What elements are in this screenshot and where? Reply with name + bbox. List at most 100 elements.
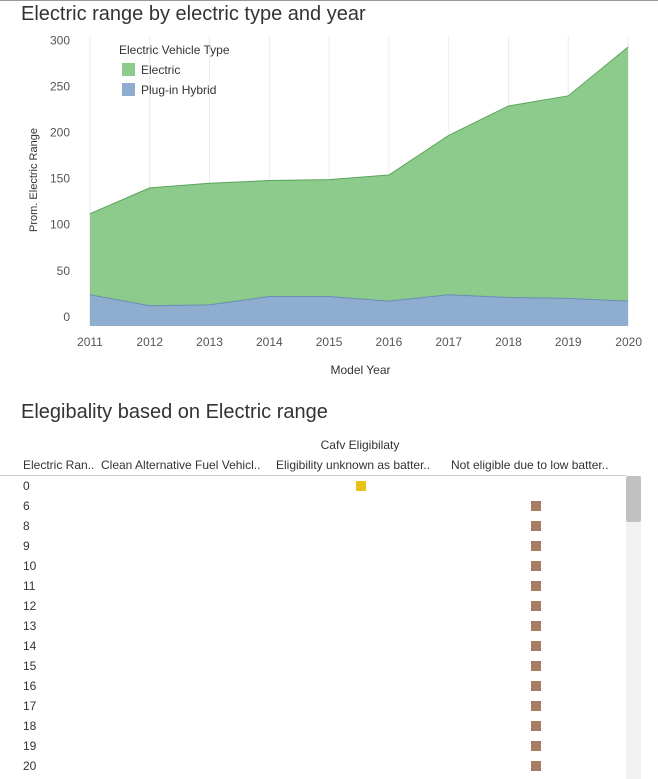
table-row: 8: [0, 516, 626, 536]
y-axis-title: Prom. Electric Range: [28, 128, 40, 232]
x-tick-2011: 2011: [77, 335, 103, 349]
y-tick-100: 100: [50, 218, 70, 232]
mark-not-eligible[interactable]: [531, 741, 541, 751]
point-plug-in-hybrid-2013[interactable]: [207, 302, 213, 308]
table-row: 19: [0, 736, 626, 756]
point-plug-in-hybrid-2014[interactable]: [266, 294, 272, 300]
row-label: 12: [23, 599, 37, 613]
row-label: 18: [23, 719, 37, 733]
row-label: 6: [23, 499, 30, 513]
point-electric-2015[interactable]: [326, 177, 332, 183]
area-chart-title: Electric range by electric type and year: [21, 3, 366, 25]
x-tick-2012: 2012: [136, 335, 163, 349]
row-label: 19: [23, 739, 37, 753]
y-tick-50: 50: [57, 264, 71, 278]
mark-not-eligible[interactable]: [531, 641, 541, 651]
y-tick-0: 0: [63, 310, 70, 324]
top-divider: [0, 0, 658, 1]
point-electric-2016[interactable]: [386, 172, 392, 178]
mark-not-eligible[interactable]: [531, 661, 541, 671]
table-row: 11: [0, 576, 626, 596]
column-header-eligibility-unknown[interactable]: Eligibility unknown as batter..: [276, 458, 431, 472]
table-row: 9: [0, 536, 626, 556]
row-label: 0: [23, 479, 30, 493]
x-tick-2016: 2016: [376, 335, 403, 349]
y-tick-250: 250: [50, 80, 70, 94]
x-tick-2014: 2014: [256, 335, 283, 349]
point-plug-in-hybrid-2017[interactable]: [446, 292, 452, 298]
row-label: 17: [23, 699, 37, 713]
point-plug-in-hybrid-2011[interactable]: [87, 292, 93, 298]
table-row: 16: [0, 676, 626, 696]
scrollbar-thumb[interactable]: [626, 476, 641, 522]
legend-swatch-plug-in-hybrid[interactable]: [122, 83, 135, 96]
mark-not-eligible[interactable]: [531, 761, 541, 771]
x-tick-2019: 2019: [555, 335, 582, 349]
row-label: 15: [23, 659, 37, 673]
y-tick-200: 200: [50, 126, 70, 140]
mark-not-eligible[interactable]: [531, 681, 541, 691]
legend-label-electric[interactable]: Electric: [141, 63, 180, 77]
group-header: Cafv Eligibilaty: [320, 438, 400, 452]
row-label: 14: [23, 639, 37, 653]
point-electric-2020[interactable]: [625, 44, 631, 50]
area-electric[interactable]: [89, 47, 629, 327]
point-electric-2012[interactable]: [147, 185, 153, 191]
mark-not-eligible[interactable]: [531, 581, 541, 591]
row-header[interactable]: Electric Ran..: [23, 458, 95, 472]
mark-not-eligible[interactable]: [531, 521, 541, 531]
point-electric-2017[interactable]: [446, 132, 452, 138]
legend-title: Electric Vehicle Type: [119, 43, 230, 57]
point-plug-in-hybrid-2016[interactable]: [386, 298, 392, 304]
x-tick-2013: 2013: [196, 335, 223, 349]
row-label: 11: [23, 579, 36, 593]
header-divider: [0, 475, 626, 476]
table-title: Elegibality based on Electric range: [21, 401, 328, 423]
row-label: 10: [23, 559, 37, 573]
point-electric-2018[interactable]: [505, 103, 511, 109]
table-row: 10: [0, 556, 626, 576]
mark-not-eligible[interactable]: [531, 621, 541, 631]
point-electric-2011[interactable]: [87, 211, 93, 217]
table-row: 14: [0, 636, 626, 656]
table-row: 15: [0, 656, 626, 676]
row-label: 16: [23, 679, 37, 693]
mark-not-eligible[interactable]: [531, 541, 541, 551]
table-row: 18: [0, 716, 626, 736]
mark-not-eligible[interactable]: [531, 721, 541, 731]
x-tick-2017: 2017: [435, 335, 462, 349]
x-tick-2020: 2020: [615, 335, 642, 349]
table-row: 17: [0, 696, 626, 716]
column-header-not-eligible[interactable]: Not eligible due to low batter..: [451, 458, 609, 472]
point-electric-2013[interactable]: [207, 180, 213, 186]
point-plug-in-hybrid-2012[interactable]: [147, 303, 153, 309]
table-body: 0 6 8 9 10 11 12 13 14 15 16 17 18 19 20: [0, 476, 626, 779]
y-tick-300: 300: [50, 34, 70, 48]
mark-not-eligible[interactable]: [531, 561, 541, 571]
mark-eligibility-unknown[interactable]: [356, 481, 366, 491]
vertical-scrollbar[interactable]: [626, 476, 641, 779]
x-tick-2015: 2015: [316, 335, 343, 349]
mark-not-eligible[interactable]: [531, 601, 541, 611]
mark-not-eligible[interactable]: [531, 701, 541, 711]
row-label: 20: [23, 759, 37, 773]
legend-label-plug-in-hybrid[interactable]: Plug-in Hybrid: [141, 83, 216, 97]
point-plug-in-hybrid-2015[interactable]: [326, 294, 332, 300]
column-header-clean-alternative[interactable]: Clean Alternative Fuel Vehicl..: [101, 458, 261, 472]
point-plug-in-hybrid-2018[interactable]: [505, 294, 511, 300]
point-plug-in-hybrid-2020[interactable]: [625, 298, 631, 304]
x-tick-2018: 2018: [495, 335, 522, 349]
area-chart[interactable]: 0 50 100 150 200 250 300 2011 2012 2013 2014 2015 20…: [0, 30, 658, 390]
table-row: 0: [0, 476, 626, 496]
point-electric-2014[interactable]: [266, 178, 272, 184]
point-electric-2019[interactable]: [565, 93, 571, 99]
point-plug-in-hybrid-2019[interactable]: [565, 295, 571, 301]
eligibility-table: Cafv Eligibilaty Electric Ran.. Clean Al…: [0, 436, 658, 779]
mark-not-eligible[interactable]: [531, 501, 541, 511]
row-label: 8: [23, 519, 30, 533]
y-tick-150: 150: [50, 172, 70, 186]
area-plug-in-hybrid[interactable]: [89, 294, 629, 326]
legend-swatch-electric[interactable]: [122, 63, 135, 76]
table-row: 12: [0, 596, 626, 616]
table-row: 13: [0, 616, 626, 636]
